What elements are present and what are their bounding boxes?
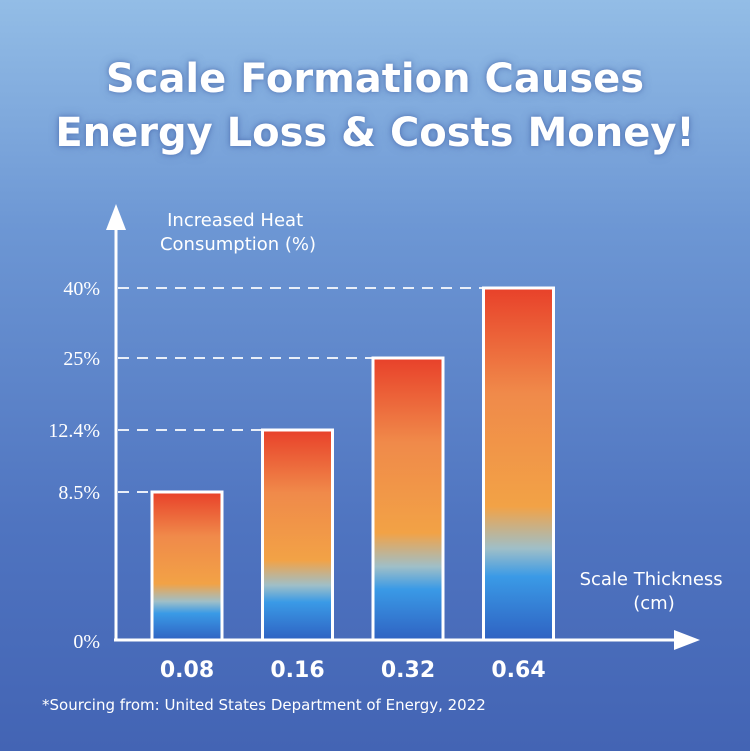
y-axis-label-line-1: Increased Heat <box>167 210 303 231</box>
title-line-2: Energy Loss & Costs Money! <box>55 110 695 156</box>
source-note: *Sourcing from: United States Department… <box>42 696 486 714</box>
bars <box>150 286 555 642</box>
x-axis-arrow-icon <box>674 630 700 650</box>
bar-0.32 <box>371 356 445 642</box>
y-tick-label: 25% <box>63 348 100 370</box>
x-tick-labels: 0.08 0.16 0.32 0.64 <box>160 658 546 683</box>
bar-0.64 <box>482 286 555 642</box>
x-tick-label: 0.08 <box>160 658 214 683</box>
y-tick-label: 12.4% <box>48 420 100 442</box>
x-axis-label-line-2: (cm) <box>633 593 674 614</box>
y-axis-arrow-icon <box>106 204 126 230</box>
y-tick-labels: 0% 8.5% 12.4% 25% 40% <box>48 278 100 653</box>
bar-0.16 <box>261 428 334 642</box>
y-axis-label: Increased Heat Consumption (%) <box>160 210 316 255</box>
y-tick-label: 8.5% <box>58 482 100 504</box>
x-axis-label: Scale Thickness (cm) <box>580 569 729 614</box>
x-axis-label-line-1: Scale Thickness <box>580 569 723 590</box>
guide-lines <box>118 287 484 493</box>
y-tick-label: 40% <box>63 278 100 300</box>
title-line-1: Scale Formation Causes <box>105 56 645 102</box>
y-tick-label-zero: 0% <box>73 631 100 653</box>
x-tick-label: 0.64 <box>491 658 545 683</box>
y-axis <box>106 204 126 640</box>
y-axis-label-line-2: Consumption (%) <box>160 234 316 255</box>
x-tick-label: 0.32 <box>381 658 435 683</box>
x-axis <box>114 630 700 650</box>
x-tick-label: 0.16 <box>270 658 324 683</box>
bar-0.08 <box>150 490 224 642</box>
chart-title: Scale Formation Causes Energy Loss & Cos… <box>0 52 750 160</box>
